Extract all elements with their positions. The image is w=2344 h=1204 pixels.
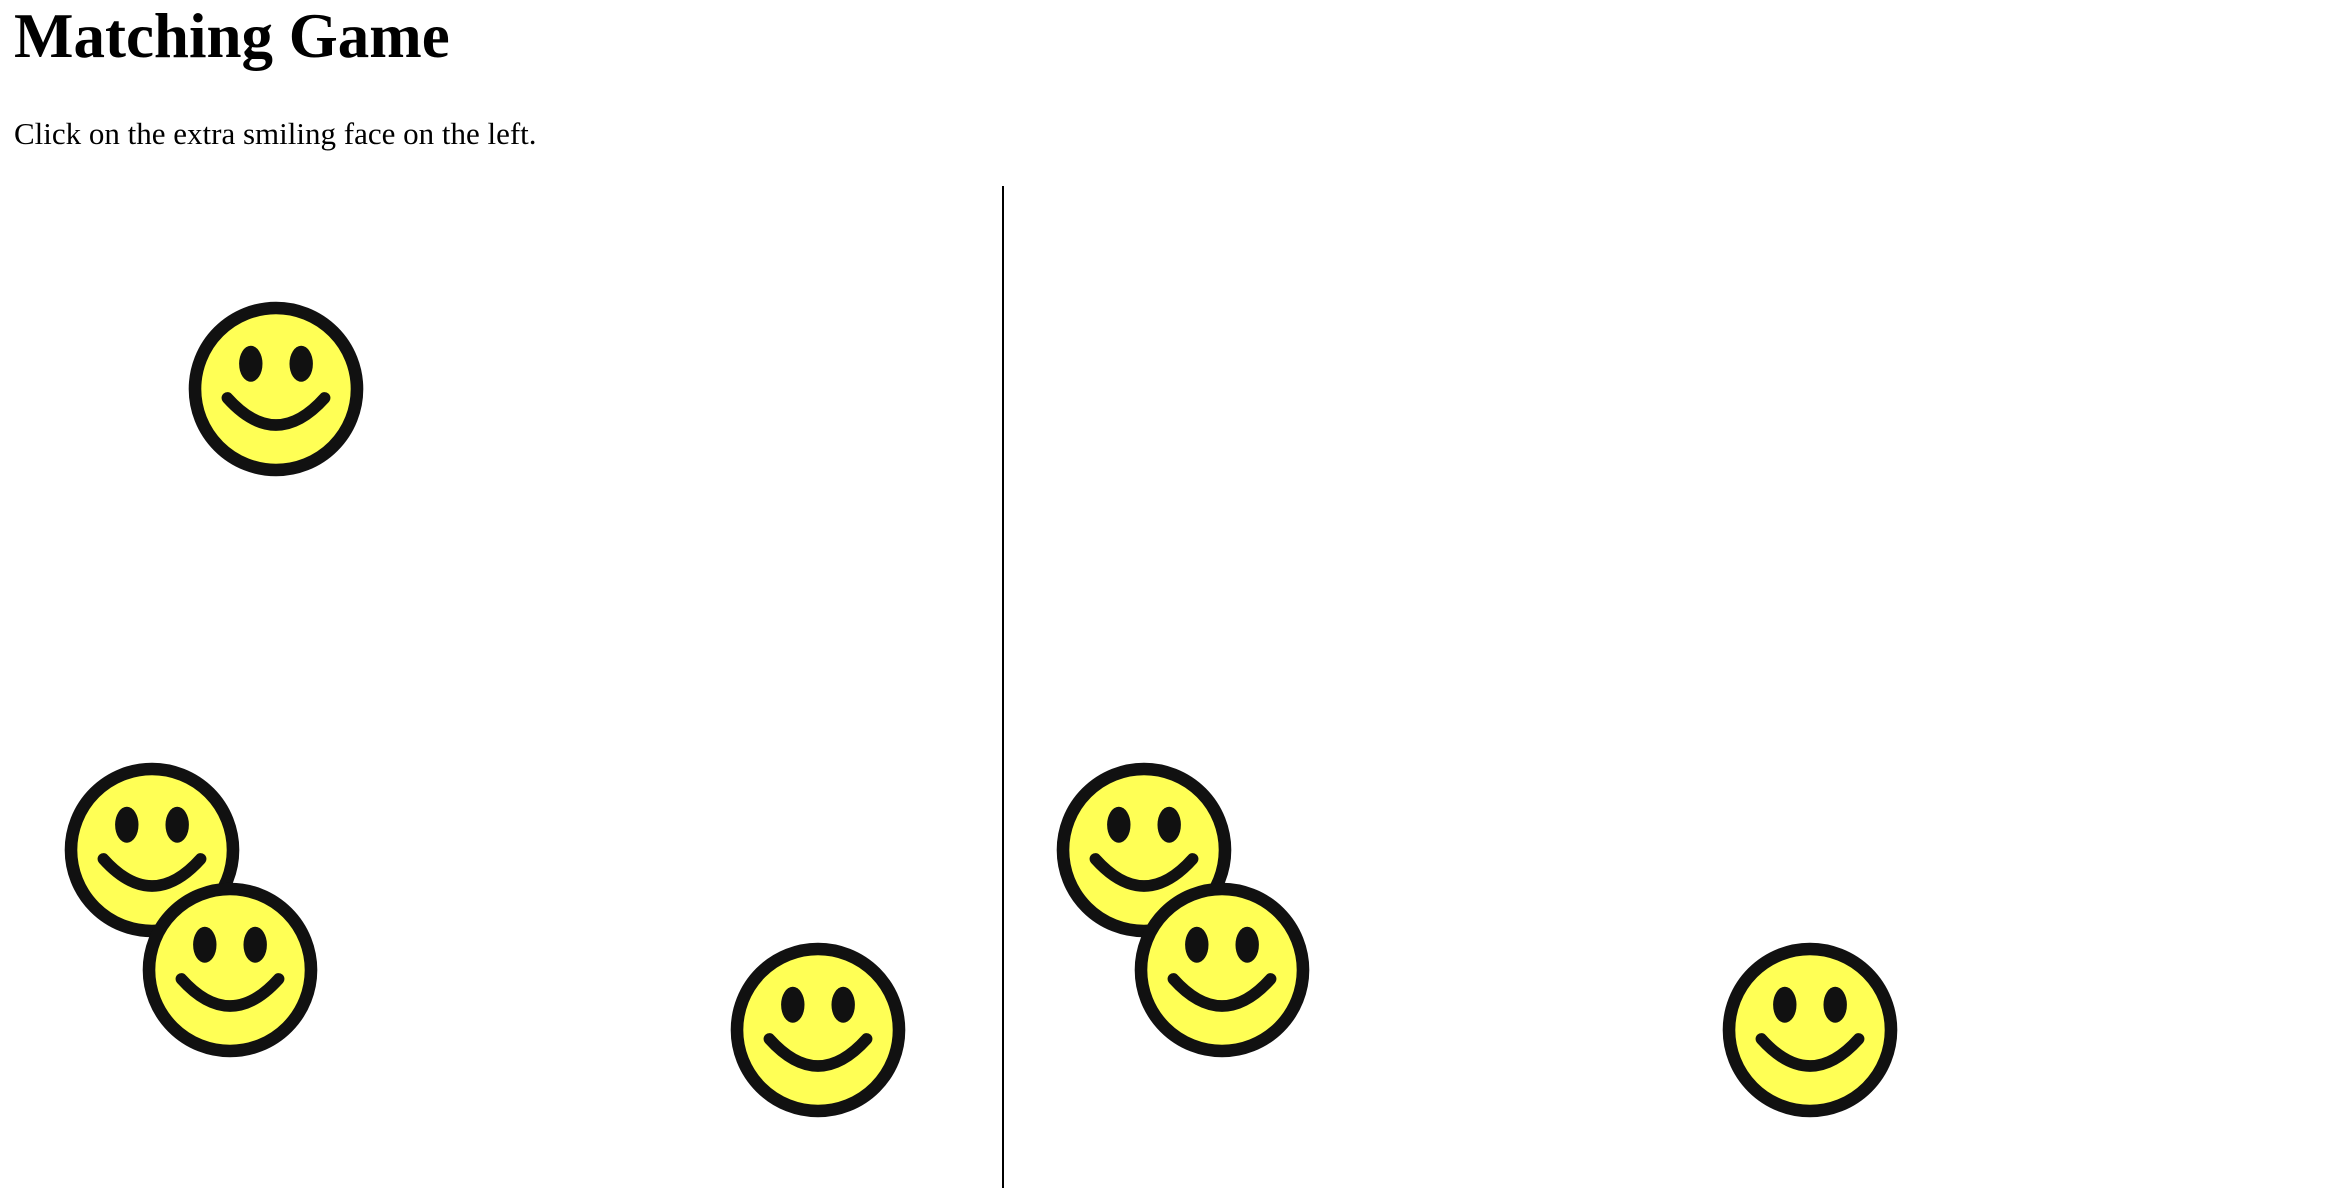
- instructions: Click on the extra smiling face on the l…: [14, 114, 537, 154]
- smiley-face-icon: [1720, 940, 1900, 1120]
- smiley-face-icon[interactable]: [186, 299, 366, 479]
- left-board[interactable]: [0, 186, 1004, 1188]
- page-title: Matching Game: [14, 0, 450, 72]
- right-board: [1004, 186, 2006, 1188]
- smiley-face-icon: [1132, 880, 1312, 1060]
- smiley-face-icon[interactable]: [140, 880, 320, 1060]
- smiley-face-icon[interactable]: [728, 940, 908, 1120]
